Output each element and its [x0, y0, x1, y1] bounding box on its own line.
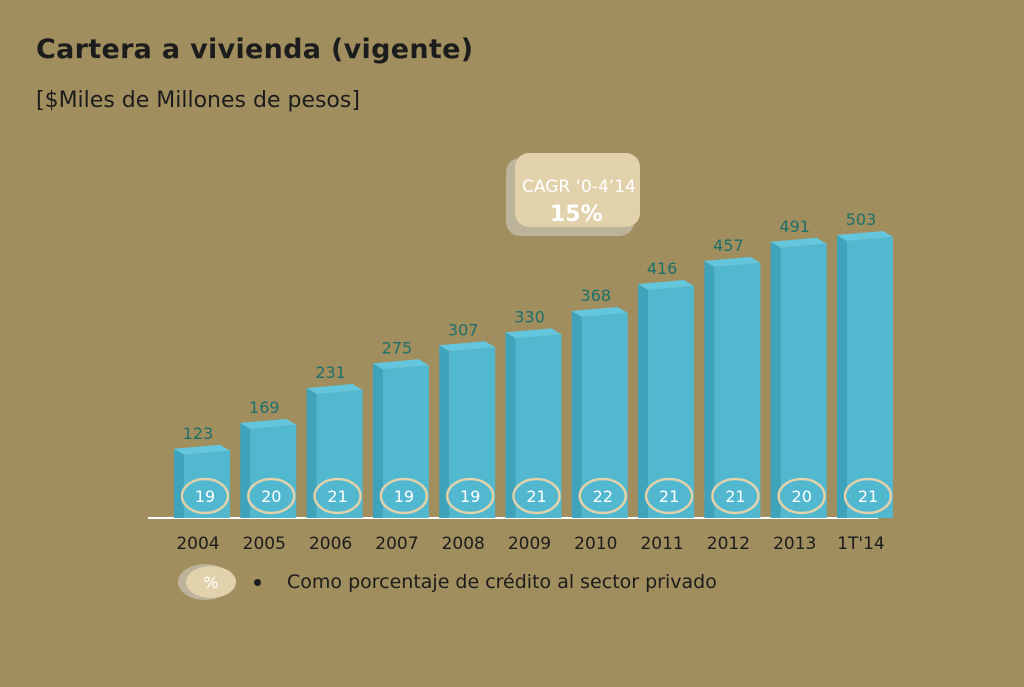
- x-tick-label: 2005: [243, 534, 286, 554]
- percent-label: 19: [195, 487, 215, 506]
- legend-percent-marker: %: [178, 562, 238, 602]
- bar-top: [306, 384, 363, 395]
- chart-title: Cartera a vivienda (vigente): [36, 34, 474, 65]
- bar: [515, 334, 562, 518]
- bar: [250, 424, 297, 518]
- bar-top: [372, 359, 429, 370]
- bar-side: [638, 283, 649, 518]
- bar-value-label: 491: [779, 217, 810, 236]
- bar-top: [571, 306, 628, 317]
- cagr-badge-front: [515, 153, 640, 227]
- bar-value-label: 330: [514, 307, 545, 326]
- percent-ellipse: [512, 477, 561, 515]
- percent-label: 19: [460, 487, 480, 506]
- legend: % Como porcentaje de crédito al sector p…: [178, 562, 717, 602]
- bar-top: [174, 444, 230, 455]
- bar-side: [174, 448, 184, 518]
- bar-side: [770, 241, 781, 518]
- x-tick-label: 2013: [773, 534, 816, 554]
- x-tick-label: 2010: [574, 534, 617, 554]
- bar-top: [704, 256, 761, 267]
- bar-value-label: 169: [249, 398, 280, 417]
- percent-label: 21: [725, 487, 745, 506]
- bar-value-label: 231: [315, 363, 346, 382]
- bar-side: [306, 388, 317, 518]
- percent-label: 22: [593, 487, 613, 506]
- cagr-badge-value: 15%: [550, 202, 603, 227]
- legend-marker-label: %: [186, 566, 236, 598]
- bar-value-label: 307: [448, 320, 479, 339]
- x-tick-label: 2011: [640, 534, 683, 554]
- percent-label: 20: [261, 487, 281, 506]
- bar: [449, 347, 496, 518]
- bars-group: 123 19 2004 169 20 2005 231 21 2006 275 19 2007 307 1…: [174, 210, 893, 554]
- percent-ellipse: [313, 477, 362, 515]
- x-tick-label: 2007: [375, 534, 418, 554]
- x-tick-label: 2012: [707, 534, 750, 554]
- chart-subtitle: [$Miles de Millones de pesos]: [36, 88, 360, 113]
- percent-ellipse: [247, 477, 296, 515]
- bar: [184, 450, 230, 518]
- bar: [316, 390, 363, 518]
- bar-side: [704, 260, 715, 518]
- bar-side: [571, 310, 582, 518]
- x-tick-label: 1T'14: [837, 534, 885, 554]
- bar-side: [372, 363, 383, 518]
- bullet-icon: [254, 578, 261, 586]
- percent-label: 21: [659, 487, 679, 506]
- bar-side: [439, 345, 450, 518]
- bar-side: [240, 422, 251, 518]
- percent-ellipse: [777, 477, 826, 515]
- bar-top: [505, 328, 562, 339]
- bar: [780, 243, 827, 518]
- bar: [714, 262, 761, 518]
- bar-value-label: 123: [183, 424, 214, 443]
- percent-ellipse: [711, 477, 760, 515]
- percent-label: 21: [858, 487, 878, 506]
- percent-ellipse: [644, 477, 694, 515]
- bar-value-label: 368: [581, 286, 612, 305]
- bar: [847, 237, 893, 518]
- percent-label: 21: [327, 487, 347, 506]
- bar-top: [439, 341, 496, 352]
- bar-top: [638, 279, 695, 290]
- percent-ellipse: [843, 477, 893, 515]
- percent-label: 19: [394, 487, 414, 506]
- cagr-badge-label: CAGR ‘0-4’14: [522, 177, 636, 197]
- bar-side: [505, 332, 516, 518]
- cagr-badge: CAGR ‘0-4’14 15%: [506, 153, 640, 236]
- legend-text: Como porcentaje de crédito al sector pri…: [287, 571, 717, 593]
- bar-top: [837, 231, 893, 241]
- percent-ellipse: [445, 477, 495, 515]
- percent-label: 21: [526, 487, 546, 506]
- percent-label: 20: [792, 487, 812, 506]
- bar-top: [240, 418, 297, 429]
- percent-ellipse: [180, 477, 230, 515]
- bar-value-label: 275: [382, 338, 413, 357]
- x-tick-label: 2008: [442, 534, 485, 554]
- x-tick-label: 2006: [309, 534, 352, 554]
- x-tick-label: 2009: [508, 534, 551, 554]
- bar: [648, 285, 695, 518]
- percent-ellipse: [578, 477, 628, 515]
- bar-value-label: 416: [647, 259, 678, 278]
- bar-top: [770, 237, 827, 248]
- bar-value-label: 457: [713, 236, 744, 255]
- percent-ellipse: [379, 477, 429, 515]
- bar: [581, 312, 628, 518]
- bar-side: [837, 235, 847, 518]
- x-tick-label: 2004: [176, 534, 219, 554]
- bar-value-label: 503: [846, 210, 877, 229]
